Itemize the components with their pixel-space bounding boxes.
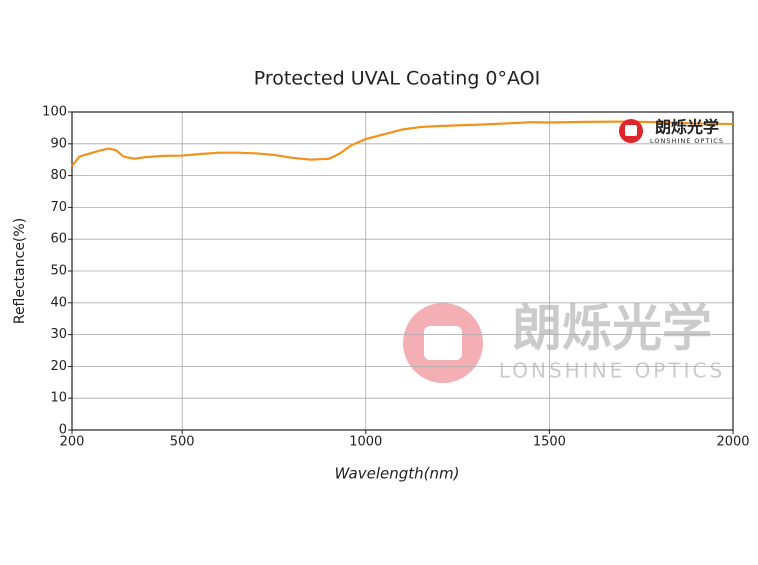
y-tick-label: 30 (50, 327, 67, 342)
logo-text: 朗烁光学 (655, 118, 719, 137)
logo-icon-inner (625, 125, 637, 136)
y-tick-label: 70 (50, 200, 67, 215)
x-tick-label: 500 (170, 435, 195, 450)
watermark-logo-inner (424, 326, 462, 360)
x-tick-label: 2000 (716, 435, 749, 450)
y-tick-label: 90 (50, 136, 67, 151)
plot-frame (71, 111, 734, 431)
y-tick-label: 0 (59, 423, 67, 438)
x-tick-label: 1000 (349, 435, 382, 450)
logo-subtext: LONSHINE OPTICS (650, 137, 724, 145)
y-tick-label: 100 (42, 105, 67, 120)
watermark-text: 朗烁光学 (512, 300, 712, 358)
data-line (71, 120, 734, 167)
y-tick-label: 10 (50, 391, 67, 406)
y-tick-label: 50 (50, 264, 67, 279)
x-tick-label: 1500 (533, 435, 566, 450)
chart-title: Protected UVAL Coating 0°AOI (254, 68, 541, 90)
watermark: 朗烁光学 LONSHINE OPTICS (403, 300, 725, 383)
y-tick-label: 80 (50, 168, 67, 183)
y-tick-label: 20 (50, 359, 67, 374)
x-axis-label: Wavelength(nm) (335, 465, 460, 483)
x-tick-label: 200 (60, 435, 85, 450)
y-axis-label: Reflectance(%) (12, 218, 28, 324)
y-tick-label: 60 (50, 232, 67, 247)
y-tick-label: 40 (50, 295, 67, 310)
watermark-subtext: LONSHINE OPTICS (499, 359, 725, 383)
